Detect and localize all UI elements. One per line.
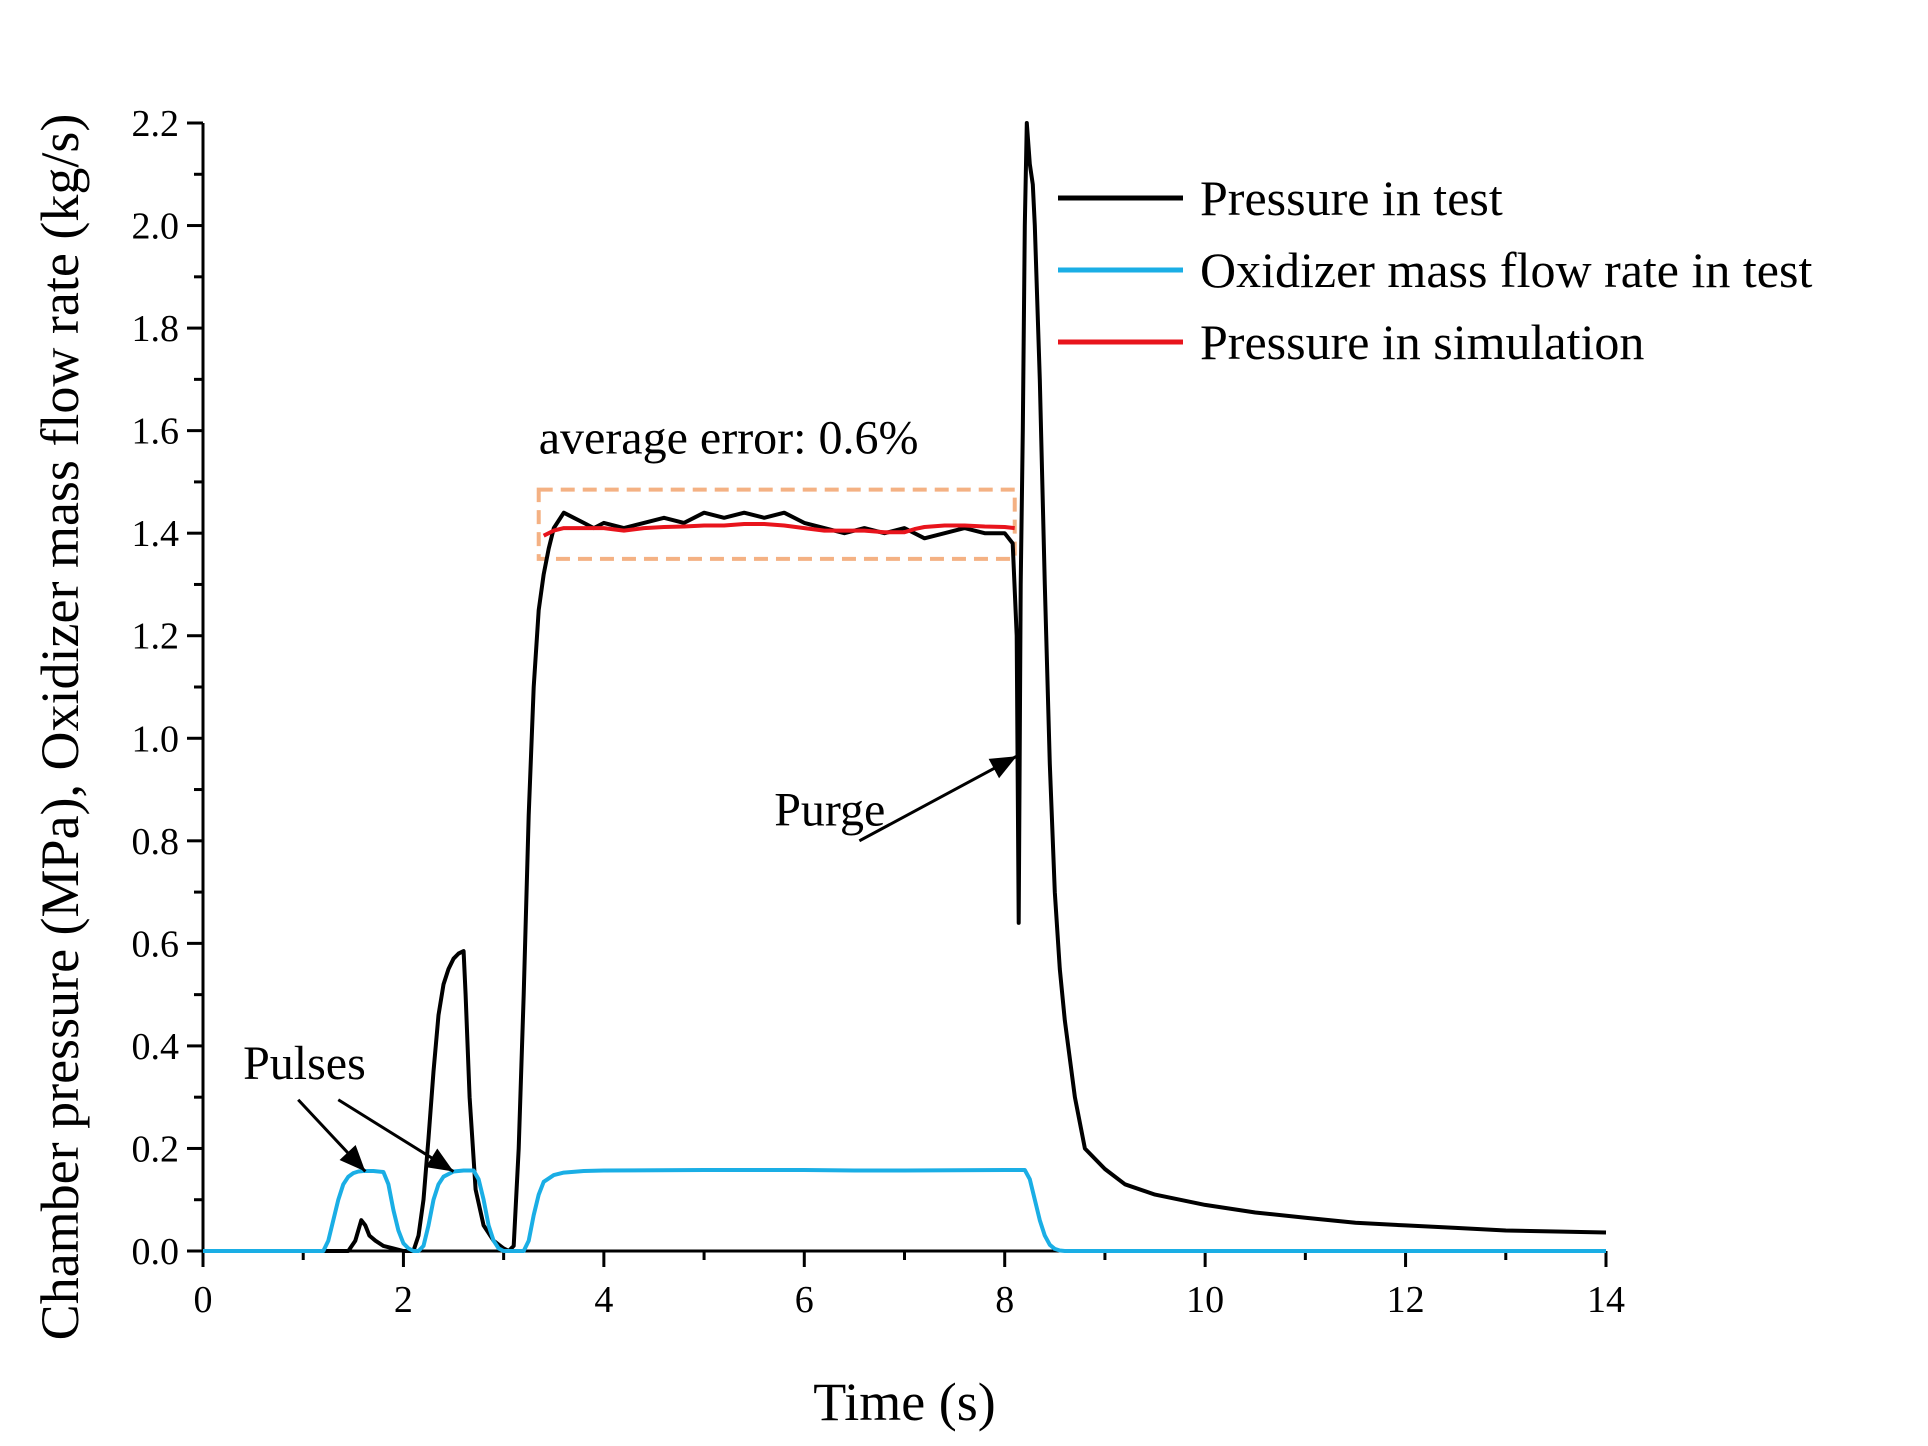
series-line-3 xyxy=(542,522,1015,538)
legend: Pressure in test Oxidizer mass flow rate … xyxy=(1058,170,1812,370)
y-tick-label: 0.8 xyxy=(132,821,180,863)
x-tick-label: 8 xyxy=(995,1279,1014,1321)
purge-label: Purge xyxy=(774,783,885,836)
x-tick-label: 6 xyxy=(795,1279,814,1321)
x-tick-label: 10 xyxy=(1186,1279,1224,1321)
series-group xyxy=(203,121,1607,1253)
pulses-arrow-2 xyxy=(337,1098,455,1173)
highlight-box-group xyxy=(536,487,1017,561)
y-tick-label: 0.4 xyxy=(132,1026,180,1068)
x-axis-title: Time (s) xyxy=(813,1372,996,1432)
y-axis-title: Chamber pressure (MPa), Oxidizer mass fl… xyxy=(30,114,90,1341)
x-tick-label: 12 xyxy=(1387,1279,1425,1321)
y-tick-label: 1.2 xyxy=(132,616,180,658)
tick-labels: 0 2 4 6 8 10 12 14 0.0 0.2 0.4 0.6 0.8 1.0 1.2 1.4 1.6 1.… xyxy=(132,103,1626,1321)
pulses-arrow-1-head xyxy=(339,1145,366,1172)
annotation-arrows xyxy=(297,754,1018,1173)
y-tick-label: 1.4 xyxy=(132,513,180,555)
y-tick-label: 1.0 xyxy=(132,718,180,760)
legend-label-1: Pressure in test xyxy=(1200,170,1503,226)
y-tick-label: 0.0 xyxy=(132,1231,180,1273)
purge-arrow xyxy=(858,754,1018,843)
y-tick-label: 0.6 xyxy=(132,923,180,965)
average-error-label: average error: 0.6% xyxy=(539,412,919,465)
purge-arrow-shaft xyxy=(858,754,1018,843)
highlight-box xyxy=(536,487,1017,561)
pulses-arrow-1 xyxy=(297,1098,367,1173)
legend-label-3: Pressure in simulation xyxy=(1200,314,1644,370)
y-tick-label: 2.2 xyxy=(132,103,180,145)
x-tick-label: 4 xyxy=(594,1279,613,1321)
pulses-label: Pulses xyxy=(243,1037,366,1090)
x-tick-label: 0 xyxy=(194,1279,213,1321)
legend-label-2: Oxidizer mass flow rate in test xyxy=(1200,242,1812,298)
series-line-2 xyxy=(203,1168,1606,1253)
series-line-1 xyxy=(203,121,1607,1253)
y-tick-label: 0.2 xyxy=(132,1128,180,1170)
y-tick-label: 1.8 xyxy=(132,308,180,350)
purge-arrow-head xyxy=(988,756,1017,779)
pulses-arrow-2-head xyxy=(425,1148,454,1172)
x-tick-label: 2 xyxy=(394,1279,413,1321)
x-tick-label: 14 xyxy=(1587,1279,1625,1321)
y-tick-label: 2.0 xyxy=(132,206,180,248)
y-tick-label: 1.6 xyxy=(132,411,180,453)
annotations: average error: 0.6% Purge Pulses xyxy=(243,412,1018,1173)
